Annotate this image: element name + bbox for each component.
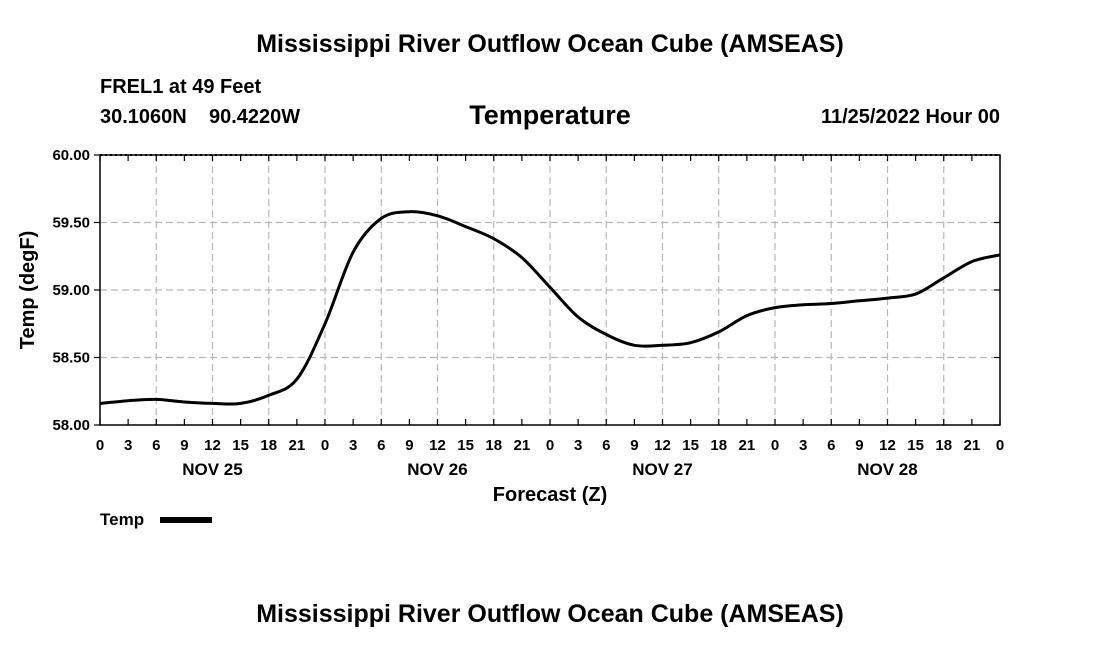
y-axis-title: Temp (degF) bbox=[17, 231, 39, 350]
y-tick-label: 58.50 bbox=[52, 350, 90, 367]
x-tick-label: 0 bbox=[546, 437, 554, 454]
latitude-label: 30.1060N bbox=[100, 106, 187, 128]
day-label: NOV 28 bbox=[857, 460, 917, 479]
x-tick-label: 3 bbox=[574, 437, 582, 454]
x-tick-label: 15 bbox=[682, 437, 699, 454]
x-tick-label: 6 bbox=[602, 437, 610, 454]
x-tick-label: 6 bbox=[827, 437, 835, 454]
x-tick-label: 3 bbox=[349, 437, 357, 454]
station-label: FREL1 at 49 Feet bbox=[100, 76, 262, 98]
x-tick-label: 21 bbox=[289, 437, 306, 454]
x-tick-label: 21 bbox=[514, 437, 531, 454]
x-tick-label: 0 bbox=[321, 437, 329, 454]
y-tick-label: 60.00 bbox=[52, 147, 90, 164]
x-tick-label: 18 bbox=[710, 437, 727, 454]
y-tick-label: 59.00 bbox=[52, 282, 90, 299]
y-tick-label: 59.50 bbox=[52, 215, 90, 232]
x-tick-label: 21 bbox=[739, 437, 756, 454]
legend-label: Temp bbox=[100, 510, 145, 529]
x-tick-label: 0 bbox=[996, 437, 1004, 454]
x-tick-label: 15 bbox=[232, 437, 249, 454]
x-tick-label: 18 bbox=[260, 437, 277, 454]
y-tick-label: 58.00 bbox=[52, 417, 90, 434]
x-tick-label: 3 bbox=[799, 437, 807, 454]
x-tick-label: 6 bbox=[152, 437, 160, 454]
x-tick-label: 12 bbox=[879, 437, 896, 454]
day-label: NOV 26 bbox=[407, 460, 467, 479]
x-tick-label: 6 bbox=[377, 437, 385, 454]
longitude-label: 90.4220W bbox=[209, 106, 301, 128]
footer-title: Mississippi River Outflow Ocean Cube (AM… bbox=[256, 600, 844, 628]
main-title: Mississippi River Outflow Ocean Cube (AM… bbox=[256, 30, 844, 58]
date-label: 11/25/2022 Hour 00 bbox=[820, 106, 1000, 128]
x-tick-label: 9 bbox=[405, 437, 413, 454]
x-tick-label: 15 bbox=[457, 437, 474, 454]
series-line-temp bbox=[99, 210, 1001, 406]
x-tick-label: 18 bbox=[935, 437, 952, 454]
x-tick-label: 12 bbox=[654, 437, 671, 454]
x-tick-label: 9 bbox=[855, 437, 863, 454]
x-tick-label: 0 bbox=[96, 437, 104, 454]
x-tick-label: 15 bbox=[907, 437, 924, 454]
x-tick-label: 12 bbox=[429, 437, 446, 454]
x-tick-label: 21 bbox=[964, 437, 981, 454]
x-tick-label: 9 bbox=[630, 437, 638, 454]
day-label: NOV 25 bbox=[182, 460, 242, 479]
x-tick-label: 12 bbox=[204, 437, 221, 454]
x-tick-label: 18 bbox=[485, 437, 502, 454]
legend-swatch bbox=[160, 517, 212, 523]
x-tick-label: 9 bbox=[180, 437, 188, 454]
x-tick-label: 0 bbox=[771, 437, 779, 454]
x-tick-label: 3 bbox=[124, 437, 132, 454]
day-label: NOV 27 bbox=[632, 460, 692, 479]
x-axis-title: Forecast (Z) bbox=[493, 484, 607, 506]
variable-title: Temperature bbox=[469, 100, 631, 130]
